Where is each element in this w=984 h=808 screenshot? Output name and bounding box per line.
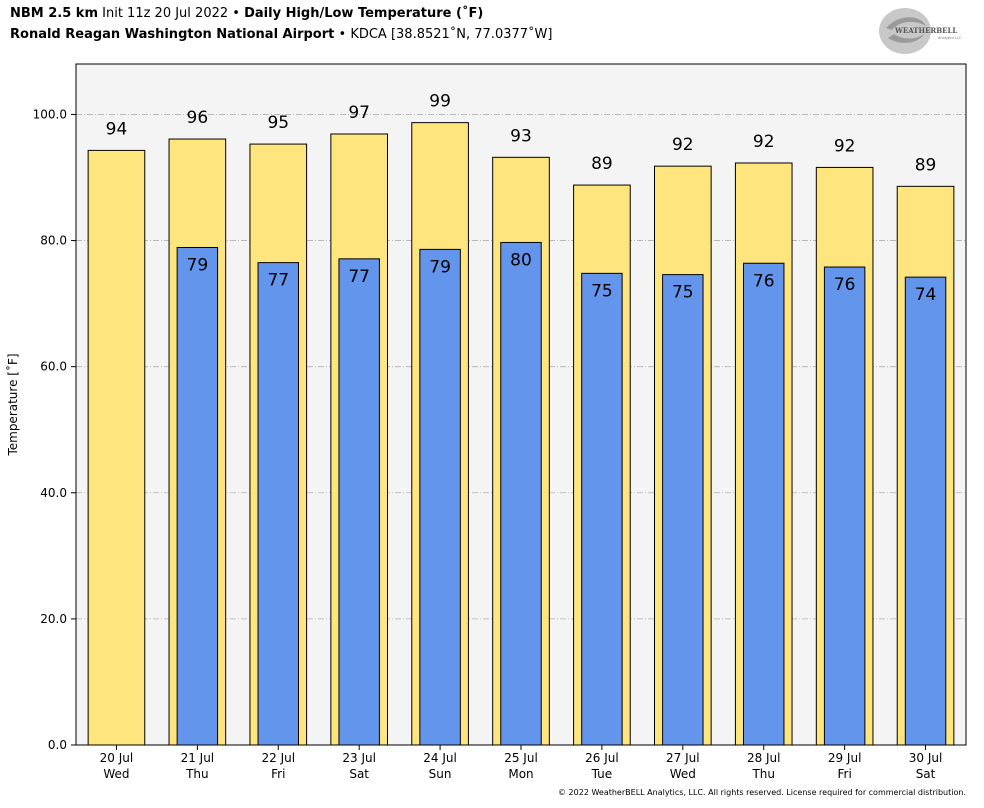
x-tick-date-label: 24 Jul: [423, 751, 457, 765]
low-temp-bar: [500, 241, 542, 746]
low-temp-label: 77: [348, 267, 370, 287]
x-tick-weekday-label: Mon: [508, 767, 533, 781]
high-temp-label: 97: [348, 103, 370, 123]
high-temp-label: 94: [106, 119, 128, 139]
high-temp-label: 95: [267, 113, 289, 133]
y-axis-label: Temperature [˚F]: [5, 353, 20, 456]
x-tick-weekday-label: Fri: [271, 767, 285, 781]
x-tick-weekday-label: Wed: [670, 767, 696, 781]
bar-series: 94 96 79 95 77 97 77 99 79 93 80 89 75 92 75 92 76 92 76 89…: [87, 92, 955, 746]
y-tick-label: 40.0: [40, 486, 67, 500]
x-tick-date-label: 26 Jul: [585, 751, 619, 765]
x-tick-date-label: 25 Jul: [504, 751, 538, 765]
high-temp-label: 99: [429, 92, 451, 112]
low-temp-bar: [904, 276, 947, 746]
y-tick-label: 100.0: [33, 107, 67, 121]
low-temp-bar: [743, 262, 785, 746]
x-tick-date-label: 21 Jul: [181, 751, 215, 765]
logo-brand-text: WEATHERBELL: [894, 26, 957, 35]
chart-title: Daily High/Low Temperature (˚F): [244, 6, 484, 21]
low-temp-bar: [419, 248, 461, 746]
high-temp-bar: [87, 149, 146, 746]
x-tick-date-label: 28 Jul: [747, 751, 781, 765]
bullet-separator-2: •: [338, 27, 347, 42]
chart-header-line-1: NBM 2.5 km Init 11z 20 Jul 2022 • Daily …: [10, 6, 483, 21]
x-tick-date-label: 22 Jul: [261, 751, 295, 765]
low-temp-bar: [257, 262, 299, 746]
logo-sub-text: Analytics LLC: [938, 36, 962, 40]
x-tick-date-label: 27 Jul: [666, 751, 700, 765]
x-tick-weekday-label: Sat: [916, 767, 936, 781]
high-temp-label: 89: [591, 154, 613, 174]
copyright-footer: © 2022 WeatherBELL Analytics, LLC. All r…: [558, 788, 966, 797]
x-axis: 20 Jul Wed 21 Jul Thu 22 Jul Fri 23 Jul Sat 24 J…: [100, 745, 943, 781]
init-time: Init 11z 20 Jul 2022: [102, 6, 229, 21]
low-temp-bar: [338, 258, 380, 746]
low-temp-bar: [176, 246, 219, 746]
high-temp-label: 92: [834, 136, 856, 156]
low-temp-bar: [662, 274, 704, 746]
x-tick-weekday-label: Sun: [429, 767, 452, 781]
bullet-separator: •: [232, 6, 240, 21]
low-temp-bar: [581, 272, 623, 746]
low-temp-label: 79: [187, 255, 209, 275]
low-temp-label: 80: [510, 250, 532, 270]
y-tick-label: 0.0: [48, 738, 67, 752]
y-tick-label: 20.0: [40, 612, 67, 626]
model-name: NBM 2.5 km: [10, 6, 98, 21]
low-temp-label: 75: [672, 283, 694, 303]
low-temp-label: 76: [753, 271, 775, 291]
x-tick-weekday-label: Thu: [751, 767, 775, 781]
high-temp-label: 92: [672, 135, 694, 155]
x-tick-date-label: 23 Jul: [342, 751, 376, 765]
station-name: Ronald Reagan Washington National Airpor…: [10, 27, 335, 42]
low-temp-label: 79: [429, 257, 451, 277]
x-tick-date-label: 30 Jul: [909, 751, 943, 765]
y-tick-label: 60.0: [40, 360, 67, 374]
x-tick-weekday-label: Wed: [103, 767, 129, 781]
x-tick-date-label: 29 Jul: [828, 751, 862, 765]
x-tick-weekday-label: Tue: [591, 767, 613, 781]
x-tick-weekday-label: Fri: [837, 767, 851, 781]
x-tick-weekday-label: Thu: [185, 767, 209, 781]
y-tick-label: 80.0: [40, 234, 67, 248]
plot-frame: [75, 63, 967, 746]
high-temp-label: 92: [753, 132, 775, 152]
high-temp-label: 93: [510, 126, 532, 146]
weatherbell-logo: WEATHERBELL Analytics LLC: [879, 8, 962, 54]
low-temp-bar: [823, 266, 866, 746]
low-temp-label: 77: [267, 271, 289, 291]
high-temp-label: 96: [187, 108, 209, 128]
low-temp-label: 75: [591, 281, 613, 301]
chart-header-line-2: Ronald Reagan Washington National Airpor…: [10, 27, 552, 42]
low-temp-label: 76: [834, 275, 856, 295]
station-code: KDCA [38.8521˚N, 77.0377˚W]: [350, 27, 553, 42]
x-tick-weekday-label: Sat: [349, 767, 369, 781]
x-tick-date-label: 20 Jul: [100, 751, 134, 765]
y-axis: 0.0 20.0 40.0 60.0 80.0 100.0: [33, 107, 76, 752]
high-temp-label: 89: [915, 155, 937, 175]
low-temp-label: 74: [915, 285, 937, 305]
